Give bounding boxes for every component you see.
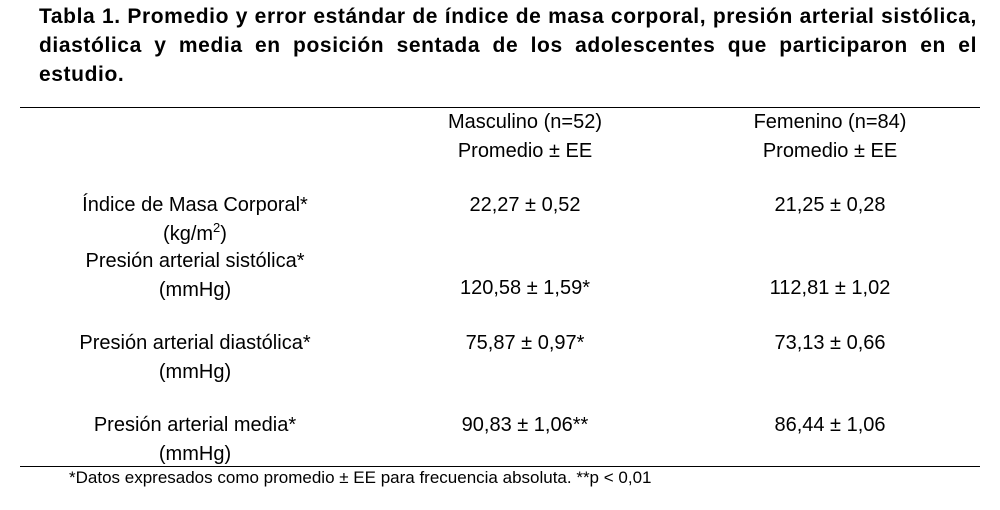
header-masculino-stat: Promedio ± EE: [457, 140, 593, 162]
table-top-rule: [20, 107, 980, 108]
row-pad-femenino: 73,13 ± 0,66: [774, 332, 886, 354]
row-pad-unit: (mmHg): [158, 361, 232, 383]
row-pam-label: Presión arterial media*: [93, 414, 297, 436]
row-imc-label: Índice de Masa Corporal*: [82, 194, 308, 216]
row-imc-unit-sup: 2: [213, 220, 221, 235]
row-pas-label: Presión arterial sistólica*: [85, 250, 305, 272]
row-pam-unit: (mmHg): [158, 443, 232, 465]
row-imc-unit: (kg/m2): [30, 220, 360, 249]
row-imc-unit-prefix: (kg/m: [163, 223, 214, 245]
row-pas-femenino: 112,81 ± 1,02: [769, 277, 891, 299]
row-imc-unit-suffix: ): [220, 223, 227, 245]
table-title: Tabla 1. Promedio y error estándar de ín…: [39, 5, 977, 86]
row-pad-label: Presión arterial diastólica*: [79, 332, 311, 354]
table-bottom-rule: [20, 466, 980, 467]
row-pas-masculino: 120,58 ± 1,59*: [460, 277, 590, 299]
row-pas-unit: (mmHg): [158, 279, 232, 301]
table-footnote: *Datos expresados como promedio ± EE par…: [69, 468, 652, 487]
header-femenino-group: Femenino (n=84): [753, 111, 907, 133]
row-imc-masculino: 22,27 ± 0,52: [469, 194, 581, 216]
row-pam-femenino: 86,44 ± 1,06: [774, 414, 886, 436]
header-femenino-stat: Promedio ± EE: [762, 140, 898, 162]
row-pad-masculino: 75,87 ± 0,97*: [465, 332, 585, 354]
row-pam-masculino: 90,83 ± 1,06**: [461, 414, 589, 436]
header-masculino-group: Masculino (n=52): [448, 111, 602, 133]
row-imc-femenino: 21,25 ± 0,28: [774, 194, 886, 216]
